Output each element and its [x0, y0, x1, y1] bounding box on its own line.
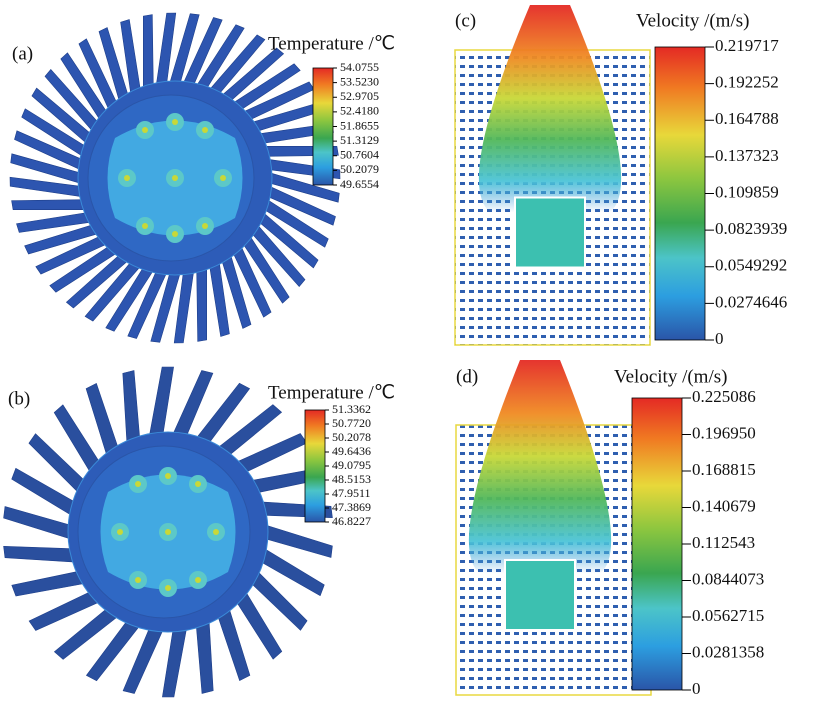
colorbar-label: 0.168815 — [692, 460, 756, 479]
colorbar-label: 49.0795 — [332, 458, 371, 472]
hot-core — [213, 529, 219, 535]
colorbar-label: 0.0844073 — [692, 569, 764, 588]
heat-sink — [4, 367, 333, 697]
colorbar-label: 0.137323 — [715, 146, 779, 165]
plume — [469, 360, 611, 574]
colorbar-label: 49.6554 — [340, 177, 379, 191]
legend-title: Velocity /(m/s) — [614, 366, 727, 387]
fin — [266, 525, 333, 557]
colorbar-label: 50.2079 — [340, 162, 379, 176]
hot-core — [165, 529, 171, 535]
hot-core — [165, 473, 171, 479]
colorbar-label: 51.3362 — [332, 402, 371, 416]
colorbar-label: 0 — [692, 679, 701, 698]
hot-core — [195, 577, 201, 583]
colorbar-label: 46.8227 — [332, 514, 371, 528]
colorbar-label: 50.2078 — [332, 430, 371, 444]
velocity-field — [456, 360, 651, 695]
colorbar-label: 0.109859 — [715, 182, 779, 201]
colorbar-label: 0.112543 — [692, 533, 755, 552]
hot-core — [220, 175, 226, 181]
fin — [218, 609, 250, 681]
fin — [197, 268, 207, 342]
legend-title: Temperature /℃ — [268, 33, 395, 54]
heater — [515, 198, 585, 268]
heater — [505, 560, 575, 630]
fin — [4, 507, 71, 539]
hot-core — [202, 223, 208, 229]
heat-sink — [10, 13, 340, 343]
hot-core — [172, 175, 178, 181]
colorbar-label: 50.7720 — [332, 416, 371, 430]
colorbar-label: 50.7604 — [340, 148, 379, 162]
page: {"panels": [ {"label": "(a)", "legend_ti… — [0, 0, 823, 701]
colorbar-label: 0.219717 — [715, 36, 779, 55]
colorbar — [313, 68, 333, 185]
colorbar-label: 47.9511 — [332, 486, 371, 500]
hot-core — [172, 119, 178, 125]
fin — [12, 200, 86, 210]
hot-core — [124, 175, 130, 181]
colorbar-label: 52.4180 — [340, 104, 379, 118]
figure: (a) Temperature /℃ 54.075553.523052.970552… — [0, 0, 823, 701]
colorbar-label: 48.5153 — [332, 472, 371, 486]
hot-core — [142, 223, 148, 229]
fin — [123, 371, 140, 444]
colorbar-label: 0.0549292 — [715, 256, 787, 275]
panel-label: (d) — [456, 366, 478, 387]
hot-core — [117, 529, 123, 535]
colorbar-label: 0.192252 — [715, 73, 779, 92]
colorbar-label: 0.0823939 — [715, 219, 787, 238]
velocity-field — [455, 5, 650, 345]
colorbar-label: 0.140679 — [692, 496, 756, 515]
colorbar-label: 0.0281358 — [692, 642, 764, 661]
colorbar-label: 0.225086 — [692, 387, 756, 406]
colorbar-label: 51.8655 — [340, 118, 379, 132]
colorbar — [655, 47, 705, 340]
hot-core — [135, 577, 141, 583]
colorbar-label: 51.3129 — [340, 133, 379, 147]
panel-label: (b) — [8, 388, 30, 409]
colorbar-label: 0.0274646 — [715, 292, 787, 311]
colorbar-label: 47.3869 — [332, 500, 371, 514]
hot-core — [142, 127, 148, 133]
colorbar — [305, 410, 325, 522]
fin — [196, 621, 213, 694]
colorbar-label: 0 — [715, 329, 724, 348]
hot-core — [172, 231, 178, 237]
colorbar-label: 0.164788 — [715, 109, 779, 128]
legend-title: Velocity /(m/s) — [636, 10, 749, 31]
hot-core — [195, 481, 201, 487]
fin — [149, 367, 173, 436]
fin — [86, 383, 118, 455]
colorbar-label: 0.0562715 — [692, 606, 764, 625]
panel-label: (a) — [12, 43, 33, 64]
colorbar-label: 52.9705 — [340, 89, 379, 103]
fin — [162, 628, 186, 697]
hot-core — [202, 127, 208, 133]
hot-core — [135, 481, 141, 487]
colorbar-label: 0.196950 — [692, 423, 756, 442]
plume — [479, 5, 621, 212]
fin — [12, 571, 85, 596]
fin — [4, 546, 75, 562]
legend-title: Temperature /℃ — [268, 382, 395, 403]
fin — [143, 15, 153, 89]
colorbar — [632, 398, 682, 690]
colorbar-label: 49.6436 — [332, 444, 371, 458]
hot-core — [165, 585, 171, 591]
panel-label: (c) — [455, 10, 476, 31]
colorbar-label: 53.5230 — [340, 74, 379, 88]
colorbar-label: 54.0755 — [340, 60, 379, 74]
